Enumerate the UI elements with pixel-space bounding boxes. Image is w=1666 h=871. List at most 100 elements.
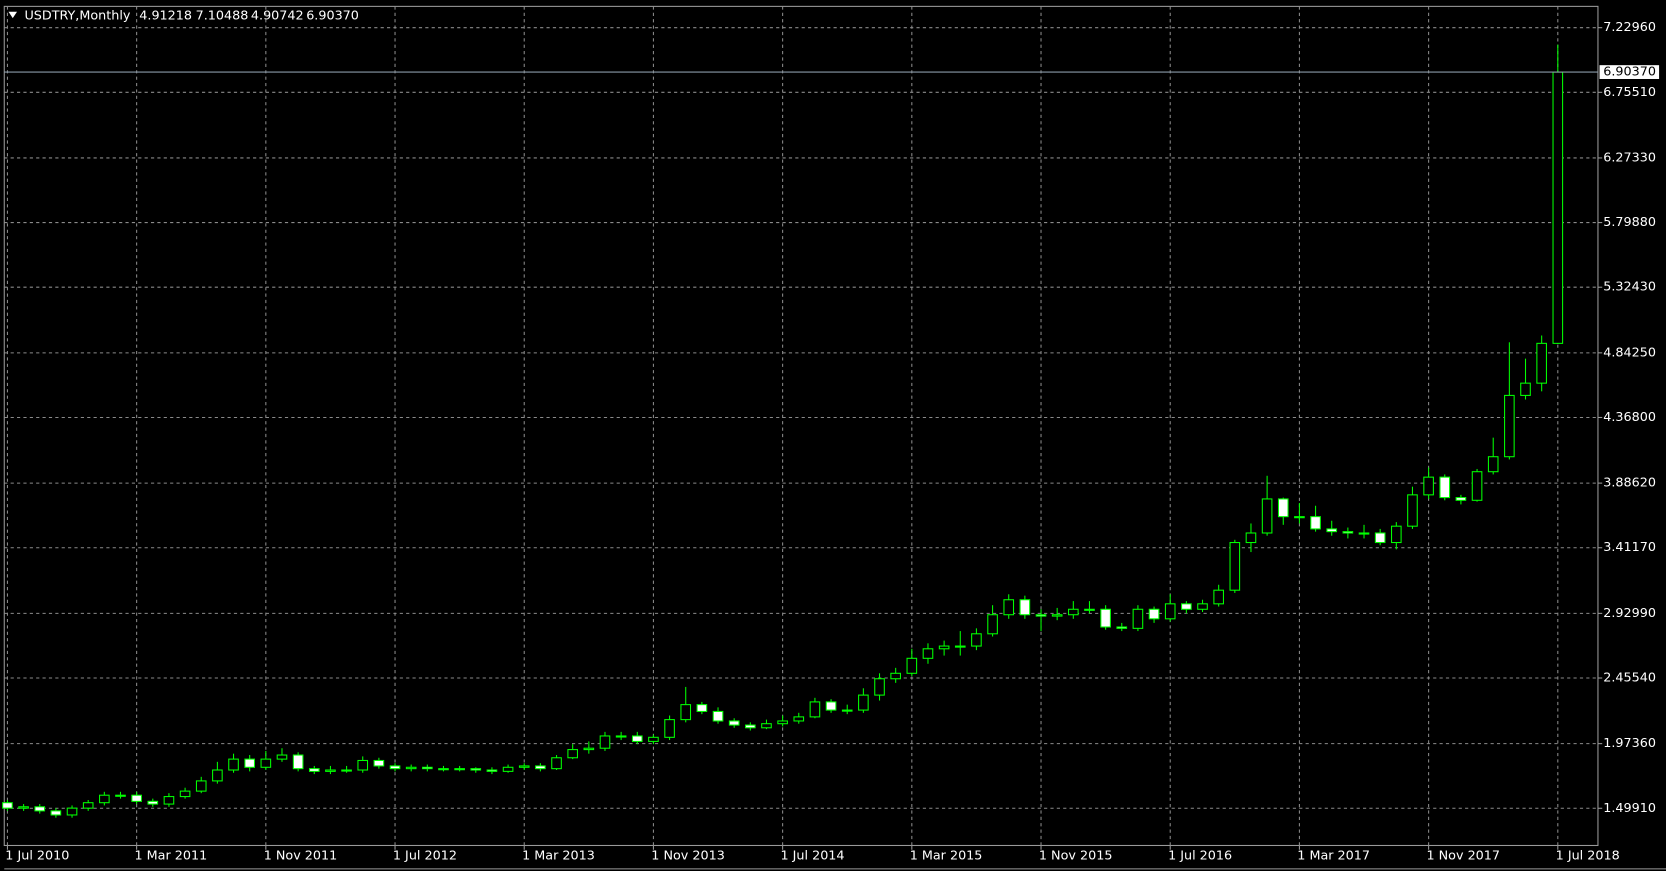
candle-body	[212, 769, 223, 782]
candle-body	[1035, 614, 1047, 617]
bid-label-box	[1598, 64, 1661, 81]
candle-body	[1003, 599, 1015, 616]
candle-body	[405, 766, 417, 770]
y-tick-label: 2.92990	[1603, 606, 1656, 621]
candle-body	[938, 645, 950, 650]
x-tick-label: 1 Mar 2013	[522, 849, 595, 864]
candle-body	[922, 648, 934, 659]
candle-body	[1294, 516, 1305, 519]
candle-body	[34, 806, 46, 812]
candle-body	[1277, 498, 1289, 518]
candle-body	[1116, 626, 1128, 629]
candle-body	[745, 724, 756, 729]
candle-body	[987, 614, 998, 635]
x-tick-label: 1 Jul 2018	[1556, 849, 1620, 864]
x-tick-label: 1 Jul 2012	[393, 849, 457, 864]
candle-body	[1229, 541, 1241, 591]
y-tick-label: 3.41170	[1603, 540, 1656, 555]
candle-body	[599, 735, 611, 749]
candle-body	[308, 768, 320, 772]
candle-body	[874, 678, 885, 696]
x-tick-label: 1 Jul 2010	[5, 849, 69, 864]
y-tick-label: 6.75510	[1603, 85, 1656, 100]
candle-body	[1439, 476, 1451, 499]
candle-body	[244, 758, 256, 768]
candle-body	[1164, 603, 1176, 620]
candle-body	[664, 719, 675, 738]
y-tick-label: 7.22960	[1603, 20, 1656, 35]
candle-body	[18, 806, 29, 809]
candle-body	[1326, 528, 1338, 533]
candle-body	[680, 704, 692, 721]
candle-body	[502, 766, 514, 772]
candle-body	[631, 735, 643, 742]
candle-body	[389, 765, 401, 770]
candle-body	[615, 735, 627, 738]
candle-body	[1342, 531, 1354, 534]
candle-body	[858, 694, 869, 711]
candle-body	[1455, 497, 1467, 501]
candle-body	[712, 710, 724, 722]
candle-body	[131, 794, 142, 802]
candle-body	[793, 716, 805, 722]
ohlc-close: 6.90370	[306, 8, 359, 23]
candle-body	[1374, 532, 1386, 544]
x-tick-label: 1 Nov 2017	[1426, 849, 1500, 864]
candle-body	[341, 769, 352, 772]
x-tick-label: 1 Nov 2015	[1039, 849, 1113, 864]
candle-body	[1520, 382, 1531, 396]
candle-body	[147, 800, 159, 805]
candle-body	[195, 780, 207, 792]
candle-body	[276, 754, 288, 760]
y-tick-label: 5.79880	[1603, 215, 1656, 230]
menu-triangle[interactable]	[8, 11, 18, 19]
candle-body	[777, 720, 788, 725]
y-tick-label: 1.97360	[1603, 736, 1656, 751]
y-tick-label: 4.36800	[1603, 410, 1656, 425]
ohlc-open: 4.91218	[139, 8, 192, 23]
candle-body	[1310, 516, 1321, 530]
candle-body	[518, 765, 530, 768]
candle-body	[906, 657, 918, 674]
candle-body	[260, 758, 272, 768]
candle-body	[373, 759, 385, 767]
candle-body	[82, 802, 94, 809]
x-tick-label: 1 Nov 2013	[651, 849, 725, 864]
candle-body	[728, 720, 740, 726]
plot-frame	[3, 5, 1599, 847]
x-tick-label: 1 Mar 2011	[135, 849, 208, 864]
ohlc-low: 4.90742	[251, 8, 304, 23]
candle-body	[422, 766, 433, 770]
candle-body	[1552, 71, 1564, 344]
candle-body	[179, 790, 191, 798]
candle-body	[1051, 614, 1063, 617]
candle-body	[761, 723, 772, 729]
candle-body	[1471, 471, 1483, 501]
x-tick-label: 1 Jul 2014	[781, 849, 845, 864]
x-tick-label: 1 Mar 2015	[910, 849, 983, 864]
plot-layer: 1.49910 1.97360 2.45540 2.92990 3.41170 3.886…	[2, 6, 1661, 864]
candle-body	[583, 747, 595, 751]
candle-body	[809, 701, 821, 718]
candle-body	[66, 807, 78, 816]
y-tick-label: 2.45540	[1603, 671, 1656, 686]
candle-body	[438, 768, 449, 771]
candle-body	[1358, 532, 1370, 535]
x-tick-label: 1 Jul 2016	[1168, 849, 1232, 864]
candle-body	[228, 758, 239, 771]
candle-body	[1245, 532, 1257, 544]
candle-body	[357, 759, 369, 771]
candle-body	[486, 769, 498, 772]
candle-body	[1148, 608, 1160, 620]
candle-body	[1423, 476, 1434, 496]
candle-body	[954, 645, 966, 648]
y-tick-label: 4.84250	[1603, 345, 1656, 360]
y-tick-label: 1.49910	[1603, 801, 1656, 816]
candle-body	[971, 633, 982, 647]
candle-body	[1487, 456, 1499, 473]
candle-body	[1504, 394, 1515, 458]
x-tick-label: 1 Nov 2011	[264, 849, 338, 864]
candle-body	[470, 768, 482, 771]
candle-body	[890, 672, 901, 680]
